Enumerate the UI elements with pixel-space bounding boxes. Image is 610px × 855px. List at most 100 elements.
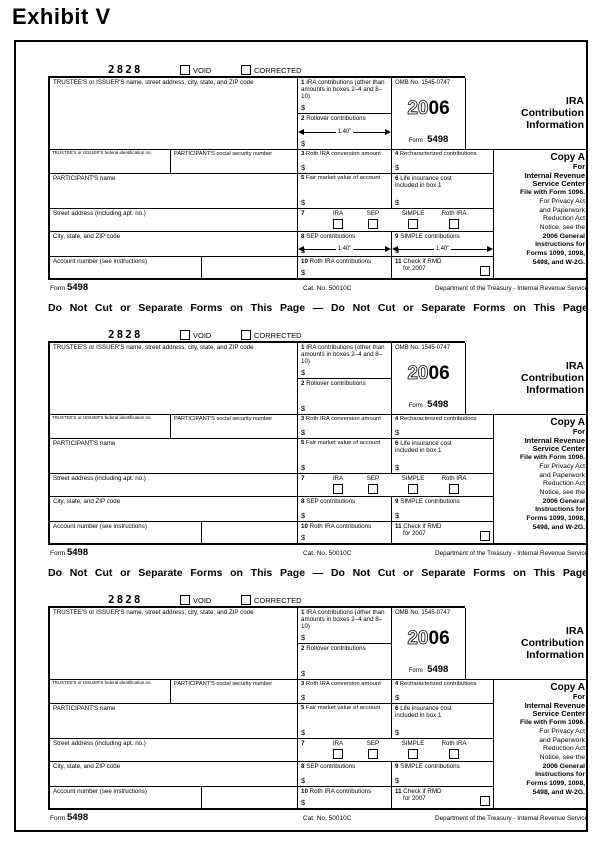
box9-cell[interactable]: 9 SIMPLE contributions $ xyxy=(391,761,494,786)
box2-cell[interactable]: 2 Rollover contributions 1.40" $ xyxy=(297,113,391,149)
city-state-zip-cell[interactable]: City, state, and ZIP code xyxy=(50,761,297,786)
box5-cell[interactable]: 5 Fair market value of account $ xyxy=(297,173,391,208)
box1-cell[interactable]: 1 IRA contributions (other than amounts … xyxy=(297,608,391,643)
box9-cell[interactable]: 9 SIMPLE contributions $ xyxy=(391,496,494,521)
box4-cell[interactable]: 4 Recharacterized contributions $ xyxy=(391,679,494,703)
box6-cell[interactable]: 6 Life insurance cost included in box 1 … xyxy=(391,173,494,208)
account-number-cell[interactable]: Account number (see instructions) xyxy=(50,256,201,278)
box8-cell[interactable]: 8 SEP contributions $ xyxy=(297,761,391,786)
box8-dollar-sign: $ xyxy=(301,776,306,785)
trustee-name-cell[interactable]: TRUSTEE'S or ISSUER'S name, street addre… xyxy=(50,78,297,149)
box7-roth-checkbox[interactable] xyxy=(449,219,459,229)
arrow-left-icon xyxy=(298,129,304,135)
box7-simple-checkbox[interactable] xyxy=(408,484,418,494)
box2-cell[interactable]: 2 Rollover contributions $ xyxy=(297,378,391,414)
box4-cell[interactable]: 4 Recharacterized contributions $ xyxy=(391,414,494,438)
box9-dollar-sign: $ xyxy=(395,511,400,520)
fedid-cell[interactable]: TRUSTEE'S or ISSUER'S federal identifica… xyxy=(50,414,170,438)
void-group: VOID xyxy=(180,330,211,340)
void-checkbox[interactable] xyxy=(180,595,190,605)
box1-cell[interactable]: 1 IRA contributions (other than amounts … xyxy=(297,78,391,113)
box6-cell[interactable]: 6 Life insurance cost included in box 1 … xyxy=(391,438,494,473)
box11-cell[interactable]: 11 Check if RMD for 2007 xyxy=(391,521,494,543)
street-address-cell[interactable]: Street address (including apt. no.) xyxy=(50,208,297,231)
ira-title-line1: IRA xyxy=(565,624,584,637)
box7-cell[interactable]: 7 IRA SEP SIMPLE Roth IRA xyxy=(297,473,494,496)
arrow-left-icon xyxy=(298,246,304,252)
form-grid: TRUSTEE'S or ISSUER'S name, street addre… xyxy=(50,343,494,543)
fedid-cell[interactable]: TRUSTEE'S or ISSUER'S federal identifica… xyxy=(50,679,170,703)
box7-ira-checkbox[interactable] xyxy=(333,219,343,229)
trustee-name-cell[interactable]: TRUSTEE'S or ISSUER'S name, street addre… xyxy=(50,343,297,414)
copy-a-column: Copy A For Internal Revenue Service Cent… xyxy=(494,149,588,278)
corrected-checkbox[interactable] xyxy=(241,330,251,340)
fedid-cell[interactable]: TRUSTEE'S or ISSUER'S federal identifica… xyxy=(50,149,170,173)
box7-ira-checkbox[interactable] xyxy=(333,484,343,494)
void-checkbox[interactable] xyxy=(180,330,190,340)
box5-cell[interactable]: 5 Fair market value of account $ xyxy=(297,703,391,738)
box5-cell[interactable]: 5 Fair market value of account $ xyxy=(297,438,391,473)
participant-name-cell[interactable]: PARTICIPANT'S name xyxy=(50,703,297,738)
ssn-cell[interactable]: PARTICIPANT'S social security number xyxy=(170,679,297,703)
box7-cell[interactable]: 7 IRA SEP SIMPLE Roth IRA xyxy=(297,208,494,231)
box8-cell[interactable]: 8 SEP contributions 1.40" $ xyxy=(297,231,391,256)
ssn-cell[interactable]: PARTICIPANT'S social security number xyxy=(170,149,297,173)
box11-label-line2: for 2007 xyxy=(403,265,426,272)
account-number-secondary-cell[interactable] xyxy=(201,521,297,543)
void-checkbox[interactable] xyxy=(180,65,190,75)
form-header-row: 2828 VOID CORRECTED xyxy=(48,63,492,76)
ssn-cell[interactable]: PARTICIPANT'S social security number xyxy=(170,414,297,438)
box11-cell[interactable]: 11 Check if RMD for 2007 xyxy=(391,786,494,808)
box7-cell[interactable]: 7 IRA SEP SIMPLE Roth IRA xyxy=(297,738,494,761)
trustee-name-cell[interactable]: TRUSTEE'S or ISSUER'S name, street addre… xyxy=(50,608,297,679)
box7-simple-checkbox[interactable] xyxy=(408,749,418,759)
participant-name-cell[interactable]: PARTICIPANT'S name xyxy=(50,173,297,208)
box2-cell[interactable]: 2 Rollover contributions $ xyxy=(297,643,391,679)
box10-cell[interactable]: 10 Roth IRA contributions $ xyxy=(297,256,391,278)
box4-cell[interactable]: 4 Recharacterized contributions $ xyxy=(391,149,494,173)
box7-roth-checkbox[interactable] xyxy=(449,749,459,759)
box6-cell[interactable]: 6 Life insurance cost included in box 1 … xyxy=(391,703,494,738)
box8-cell[interactable]: 8 SEP contributions $ xyxy=(297,496,391,521)
form-footer: Form 5498 Cat. No. 50010C Department of … xyxy=(48,282,588,294)
box3-cell[interactable]: 3 Roth IRA conversion amount $ xyxy=(297,414,391,438)
box11-cell[interactable]: 11 Check if RMD for 2007 xyxy=(391,256,494,278)
street-address-cell[interactable]: Street address (including apt. no.) xyxy=(50,738,297,761)
box9-cell[interactable]: 9 SIMPLE contributions 1.40" $ xyxy=(391,231,494,256)
dimension-label: 1.40" xyxy=(337,129,352,135)
form-border-top xyxy=(48,76,465,78)
corrected-label: CORRECTED xyxy=(254,65,302,75)
box7-sep-checkbox[interactable] xyxy=(368,219,378,229)
street-address-cell[interactable]: Street address (including apt. no.) xyxy=(50,473,297,496)
copy-a-line: Forms 1099, 1098, xyxy=(526,780,585,788)
form-footer: Form 5498 Cat. No. 50010C Department of … xyxy=(48,812,588,824)
account-number-cell[interactable]: Account number (see instructions) xyxy=(50,786,201,808)
account-number-secondary-cell[interactable] xyxy=(201,786,297,808)
box7-simple-checkbox[interactable] xyxy=(408,219,418,229)
box7-ira-checkbox[interactable] xyxy=(333,749,343,759)
box1-number: 1 xyxy=(301,344,305,351)
ira-contribution-title: IRA Contribution Information xyxy=(468,343,586,412)
box3-cell[interactable]: 3 Roth IRA conversion amount $ xyxy=(297,149,391,173)
box11-rmd-checkbox[interactable] xyxy=(480,266,490,276)
account-number-cell[interactable]: Account number (see instructions) xyxy=(50,521,201,543)
account-number-secondary-cell[interactable] xyxy=(201,256,297,278)
participant-name-cell[interactable]: PARTICIPANT'S name xyxy=(50,438,297,473)
exhibit-title: Exhibit V xyxy=(12,4,111,29)
city-state-zip-cell[interactable]: City, state, and ZIP code xyxy=(50,231,297,256)
box10-cell[interactable]: 10 Roth IRA contributions $ xyxy=(297,786,391,808)
box7-sep-checkbox[interactable] xyxy=(368,749,378,759)
box11-rmd-checkbox[interactable] xyxy=(480,796,490,806)
box3-cell[interactable]: 3 Roth IRA conversion amount $ xyxy=(297,679,391,703)
box7-sep-checkbox[interactable] xyxy=(368,484,378,494)
corrected-checkbox[interactable] xyxy=(241,65,251,75)
corrected-checkbox[interactable] xyxy=(241,595,251,605)
box1-dollar-sign: $ xyxy=(301,103,306,112)
copy-a-line: 2006 General xyxy=(542,497,585,505)
box11-rmd-checkbox[interactable] xyxy=(480,531,490,541)
box3-label: Roth IRA conversion amount xyxy=(305,681,381,687)
box7-roth-checkbox[interactable] xyxy=(449,484,459,494)
city-state-zip-cell[interactable]: City, state, and ZIP code xyxy=(50,496,297,521)
box1-cell[interactable]: 1 IRA contributions (other than amounts … xyxy=(297,343,391,378)
box10-cell[interactable]: 10 Roth IRA contributions $ xyxy=(297,521,391,543)
